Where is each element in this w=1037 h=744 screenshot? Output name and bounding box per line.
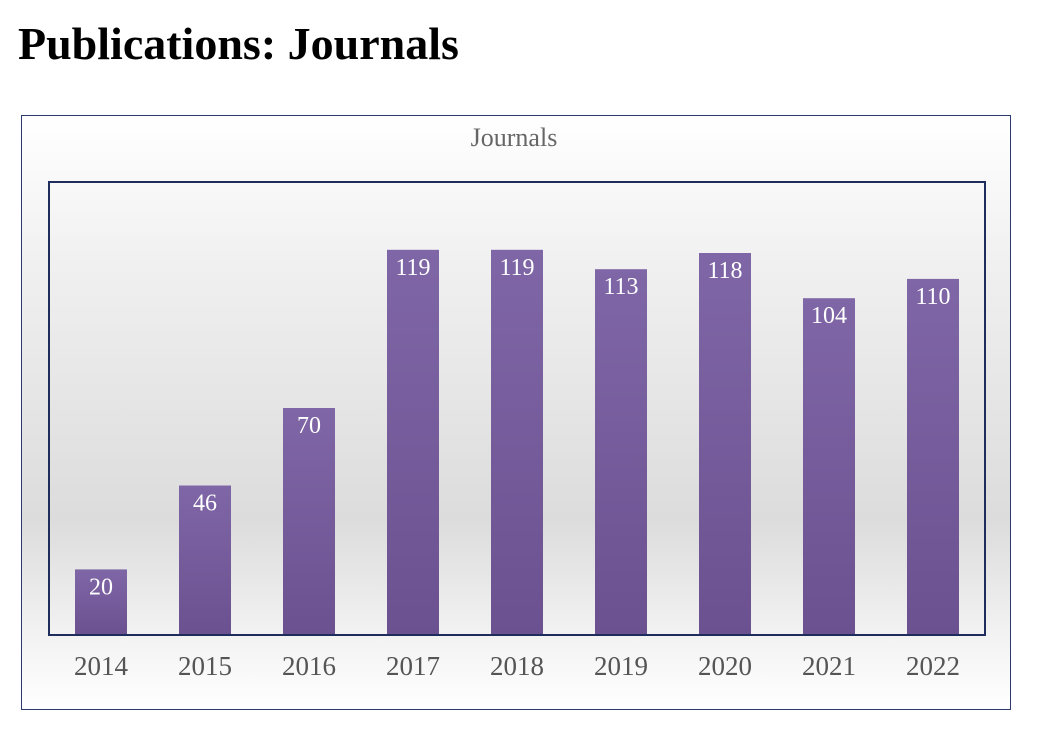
chart-title: Journals <box>471 123 558 152</box>
bar-2018 <box>491 249 543 635</box>
x-tick-2016: 2016 <box>282 651 336 681</box>
data-label-2017: 119 <box>395 255 430 281</box>
bar-chart: Journals 20 46 70 119 119 113 118 104 110 2014 20… <box>48 123 986 681</box>
data-label-2014: 20 <box>89 574 113 600</box>
x-tick-2014: 2014 <box>74 651 129 681</box>
bar-2020 <box>699 253 751 634</box>
data-label-2019: 113 <box>603 274 638 300</box>
chart-area: Journals 20 46 70 119 119 113 118 104 110 2014 20… <box>21 115 1011 710</box>
bar-2022 <box>907 278 959 634</box>
x-tick-2020: 2020 <box>698 651 752 681</box>
x-tick-2015: 2015 <box>178 651 232 681</box>
data-label-2018: 119 <box>499 255 534 281</box>
plot-area <box>48 181 986 636</box>
data-label-2022: 110 <box>915 284 950 310</box>
x-tick-2019: 2019 <box>594 651 648 681</box>
bar-2021 <box>803 298 855 634</box>
x-tick-2021: 2021 <box>802 651 856 681</box>
data-label-2021: 104 <box>811 303 847 329</box>
data-label-2020: 118 <box>707 258 742 284</box>
bar-2015 <box>179 485 231 634</box>
x-tick-2018: 2018 <box>490 651 544 681</box>
x-tick-2017: 2017 <box>386 651 440 681</box>
data-label-2015: 46 <box>193 491 217 517</box>
data-label-2016: 70 <box>297 413 321 439</box>
bar-2014 <box>75 569 127 634</box>
bar-2016 <box>283 408 335 634</box>
x-tick-2022: 2022 <box>906 651 960 681</box>
bar-2019 <box>595 269 647 634</box>
page-title: Publications: Journals <box>18 18 459 69</box>
bar-2017 <box>387 249 439 635</box>
